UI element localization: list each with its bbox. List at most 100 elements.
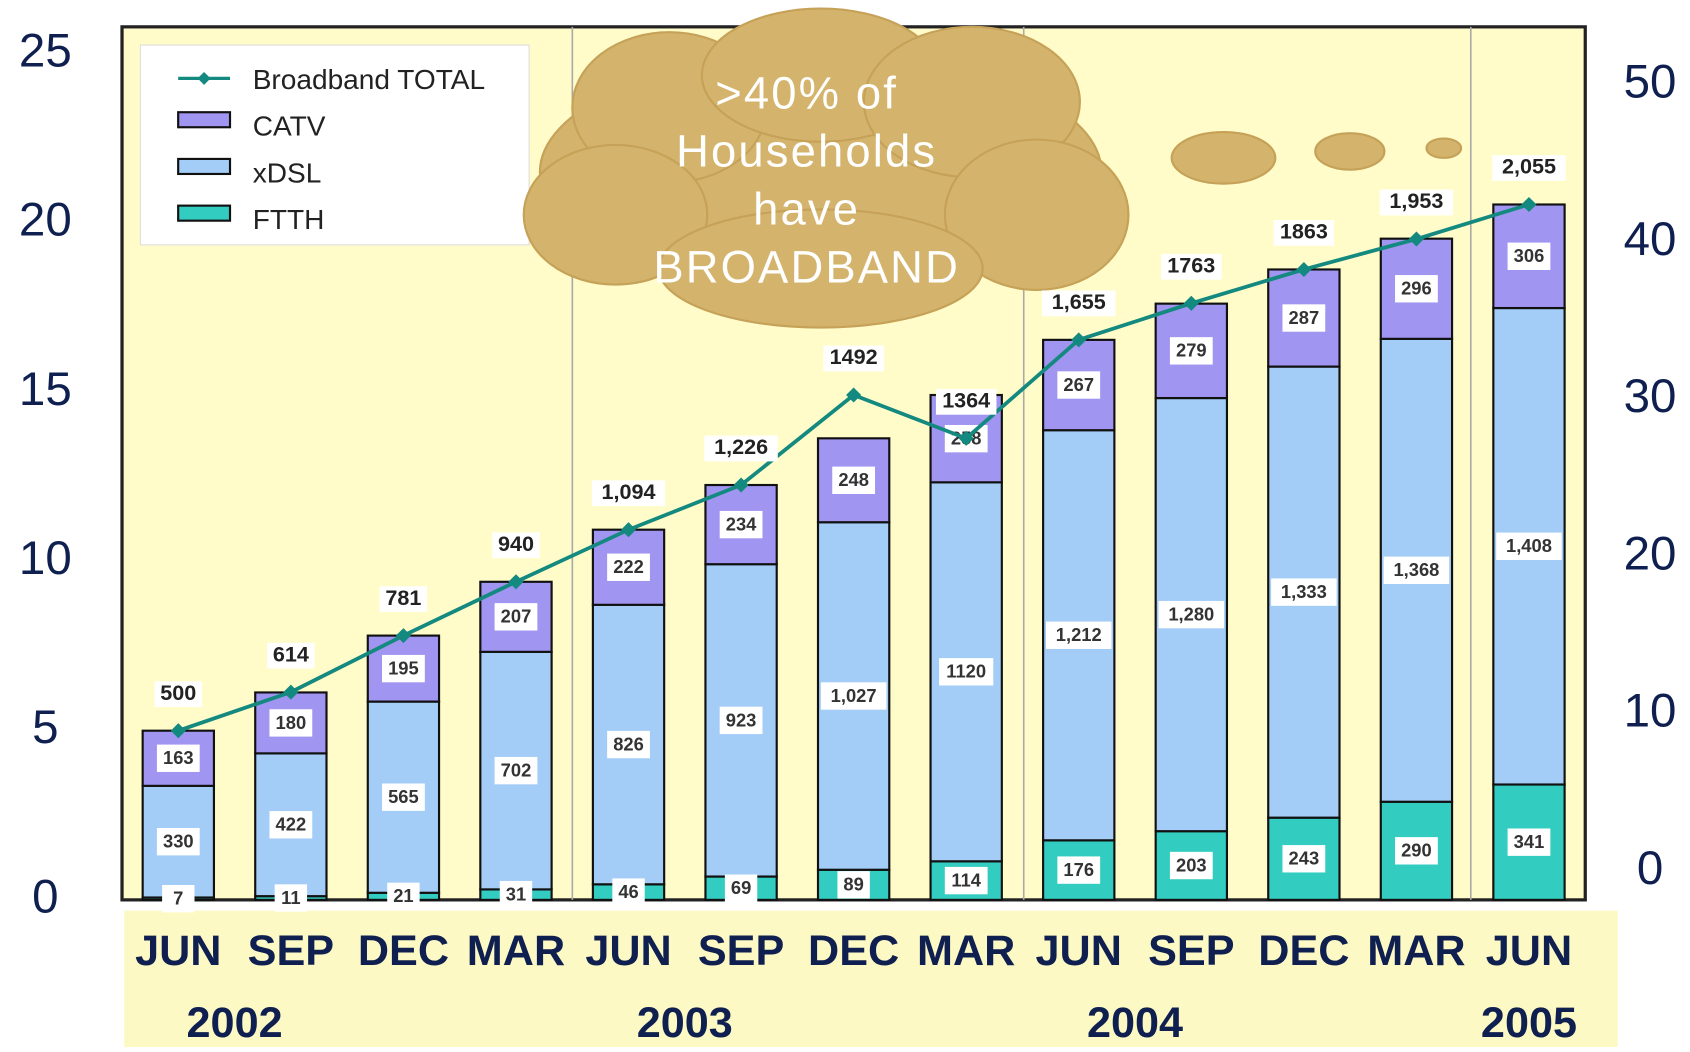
x-tick-label: SEP: [1148, 927, 1234, 975]
data-label: 248: [838, 469, 869, 490]
x-label-band: [124, 910, 1618, 1047]
y-tick-label: 15: [19, 363, 72, 416]
total-label: 1364: [942, 389, 990, 413]
legend-swatch: [177, 157, 232, 176]
data-label-box: [1169, 851, 1213, 880]
x-group-label: 2005: [1481, 999, 1577, 1047]
data-label: 89: [843, 874, 863, 895]
data-label-box: [724, 874, 758, 902]
total-label-box: [1042, 290, 1116, 317]
data-label: 243: [1289, 848, 1320, 869]
data-label: 826: [613, 733, 644, 754]
y2-tick-label: 40: [1624, 213, 1677, 266]
line-marker: [170, 723, 186, 739]
data-label: 195: [388, 658, 419, 679]
x-tick-label: MAR: [467, 927, 565, 975]
x-tick-label: JUN: [1486, 927, 1572, 975]
data-label-box: [382, 654, 425, 683]
x-group-label: 2003: [637, 999, 733, 1047]
y2-tick-label: 20: [1624, 528, 1677, 581]
data-label-box: [837, 871, 870, 899]
total-label: 1,953: [1389, 189, 1443, 213]
data-label-box: [1395, 275, 1438, 303]
data-label: 69: [731, 877, 751, 898]
data-label: 306: [1514, 245, 1545, 266]
data-label-box: [382, 783, 425, 811]
data-label: 1,212: [1056, 624, 1102, 645]
data-label-box: [387, 882, 420, 911]
data-label: 287: [1289, 307, 1320, 328]
line-marker: [395, 628, 411, 644]
data-label-box: [607, 553, 650, 581]
y-tick-label: 20: [19, 194, 72, 247]
data-label: 7: [173, 888, 183, 909]
y2-tick-label: 50: [1624, 56, 1677, 109]
total-label: 1,226: [714, 435, 768, 459]
data-label: 341: [1514, 831, 1545, 852]
data-label: 176: [1063, 859, 1094, 880]
total-label-box: [591, 480, 666, 507]
total-label-box: [379, 586, 428, 612]
annotation: >40% of: [715, 68, 898, 119]
data-label: 207: [501, 606, 532, 627]
data-label: 1120: [946, 661, 986, 682]
data-label-box: [607, 730, 650, 759]
x-tick-label: DEC: [358, 927, 449, 975]
data-label-box: [939, 658, 994, 686]
line-marker: [1296, 261, 1312, 277]
legend-swatch: [177, 111, 232, 129]
total-label-box: [267, 642, 315, 669]
data-label-box: [1057, 371, 1101, 399]
total-label-box: [1492, 155, 1566, 181]
line-marker: [733, 477, 749, 493]
legend-label: FTTH: [253, 204, 325, 235]
y-tick-label: 0: [32, 870, 58, 923]
total-label: 1763: [1167, 254, 1215, 278]
data-label: 203: [1176, 854, 1207, 875]
data-label: 565: [388, 786, 419, 807]
total-label: 781: [385, 586, 421, 610]
data-label-box: [832, 466, 876, 494]
data-label-box: [1045, 621, 1112, 649]
data-label-box: [499, 880, 533, 909]
total-label-box: [1379, 189, 1454, 216]
data-label: 279: [1176, 340, 1207, 361]
total-label: 614: [273, 642, 309, 666]
data-label: 422: [276, 814, 307, 835]
total-label-box: [935, 388, 997, 415]
total-label-box: [154, 681, 203, 708]
x-group-label: 2004: [1087, 999, 1183, 1047]
data-label: 1,333: [1281, 581, 1327, 602]
data-label: 234: [726, 514, 757, 535]
legend-label: Broadband TOTAL: [253, 64, 485, 95]
data-label: 222: [613, 556, 644, 577]
data-label: 46: [618, 881, 638, 902]
data-label-box: [494, 603, 538, 631]
data-label-box: [1383, 556, 1450, 584]
y2-tick-label: 0: [1637, 842, 1663, 895]
total-label-box: [1273, 220, 1335, 246]
data-label-box: [944, 866, 988, 895]
legend-marker: [197, 71, 211, 85]
line-marker: [1408, 231, 1424, 247]
data-label-box: [1282, 304, 1326, 332]
total-label-box: [1161, 253, 1222, 280]
data-label-box: [162, 885, 195, 913]
data-label-box: [719, 510, 763, 539]
data-label: 1,280: [1168, 604, 1214, 625]
data-label: 330: [163, 831, 194, 852]
annotation: BROADBAND: [653, 242, 960, 293]
data-label-box: [820, 682, 887, 710]
legend-label: xDSL: [253, 157, 322, 188]
annotation: Households: [676, 126, 937, 177]
total-label: 1492: [830, 345, 878, 369]
x-tick-label: SEP: [698, 927, 784, 975]
data-label: 923: [726, 709, 757, 730]
data-label-box: [1496, 532, 1562, 560]
data-label-box: [269, 811, 313, 839]
data-label: 296: [1401, 278, 1432, 299]
y-tick-label: 5: [32, 701, 58, 754]
data-label-box: [1271, 578, 1337, 606]
y2-tick-label: 10: [1624, 685, 1677, 738]
data-label: 31: [506, 884, 526, 905]
